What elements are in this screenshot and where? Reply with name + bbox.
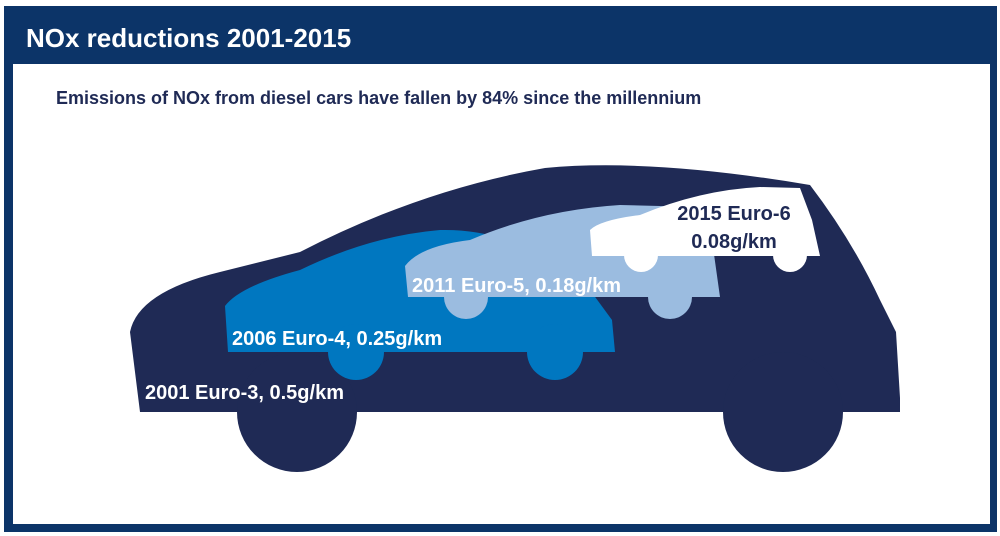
car-label: 0.08g/km: [691, 231, 777, 253]
car-wheel: [648, 275, 692, 319]
car-wheel: [773, 238, 807, 272]
car-wheel: [527, 324, 583, 380]
car-label: 2006 Euro-4, 0.25g/km: [232, 328, 442, 350]
car-wheel: [723, 352, 843, 472]
car-label: 2011 Euro-5, 0.18g/km: [412, 275, 621, 297]
title: NOx reductions 2001-2015: [26, 23, 351, 53]
car-label: 2001 Euro-3, 0.5g/km: [145, 382, 344, 404]
car-label: 2015 Euro-6: [677, 203, 790, 225]
car-wheel: [624, 238, 658, 272]
page: {"header": {"title": "NOx reductions 200…: [0, 0, 1000, 536]
infographic: NOx reductions 2001-2015 Emissions of NO…: [0, 0, 1000, 536]
subtitle: Emissions of NOx from diesel cars have f…: [56, 88, 701, 108]
